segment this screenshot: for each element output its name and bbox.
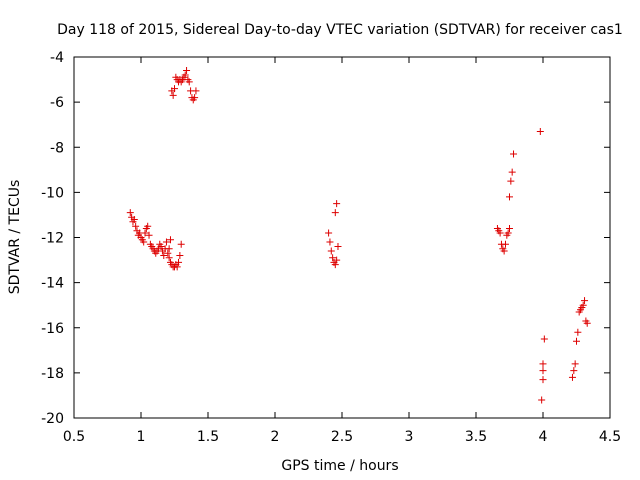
y-tick-label: -18 bbox=[41, 366, 64, 382]
data-point bbox=[130, 215, 138, 223]
data-point bbox=[500, 247, 508, 255]
data-point bbox=[162, 238, 170, 246]
data-point bbox=[574, 328, 582, 336]
y-tick-label: -14 bbox=[41, 276, 64, 292]
x-axis-label: GPS time / hours bbox=[281, 458, 398, 474]
data-point bbox=[581, 297, 589, 305]
data-point bbox=[496, 229, 504, 237]
y-axis-label: SDTVAR / TECUs bbox=[7, 180, 23, 295]
data-point bbox=[333, 200, 341, 208]
data-point bbox=[579, 301, 587, 309]
data-point bbox=[573, 337, 580, 345]
data-point bbox=[331, 261, 339, 269]
data-point bbox=[504, 229, 512, 237]
data-point bbox=[166, 236, 174, 244]
x-tick-label: 3 bbox=[405, 429, 414, 445]
data-point bbox=[192, 87, 200, 95]
data-point bbox=[540, 335, 548, 343]
plot-frame bbox=[73, 56, 611, 419]
y-tick-label: -8 bbox=[50, 140, 64, 156]
data-point bbox=[165, 245, 173, 253]
y-tick-label: -4 bbox=[50, 50, 64, 66]
plot-area: 0.5 1 1.5 2 2.5 3 3.5 4 4.5 -20 -18 -16 -14 -12 -10 -8 -… bbox=[41, 50, 621, 445]
data-point bbox=[510, 150, 518, 158]
data-point bbox=[539, 376, 547, 384]
data-point bbox=[176, 252, 184, 260]
data-point bbox=[325, 229, 333, 237]
y-tick-label: -20 bbox=[41, 411, 64, 427]
x-tick-label: 4.5 bbox=[599, 429, 621, 445]
data-point bbox=[331, 209, 339, 217]
y-tick-label: -16 bbox=[41, 321, 64, 337]
data-point bbox=[160, 252, 168, 260]
data-point bbox=[140, 238, 148, 246]
data-point bbox=[508, 168, 516, 176]
data-point bbox=[570, 367, 578, 375]
y-tick-label: -6 bbox=[50, 95, 64, 111]
x-tick-label: 1 bbox=[137, 429, 146, 445]
x-tick-label: 4 bbox=[539, 429, 548, 445]
data-point bbox=[326, 238, 334, 246]
x-tick-label: 3.5 bbox=[465, 429, 487, 445]
data-point bbox=[169, 91, 177, 99]
data-point bbox=[333, 256, 341, 264]
data-point bbox=[164, 249, 172, 257]
data-point bbox=[141, 229, 149, 237]
data-point bbox=[157, 243, 165, 251]
data-point bbox=[329, 254, 337, 262]
data-point bbox=[165, 254, 173, 262]
data-point bbox=[175, 258, 183, 266]
y-tick-label: -10 bbox=[41, 185, 64, 201]
data-point bbox=[185, 78, 193, 86]
data-point bbox=[132, 222, 140, 230]
data-point bbox=[334, 243, 342, 251]
data-point bbox=[191, 94, 199, 102]
data-point bbox=[506, 224, 513, 232]
x-tick-label: 0.5 bbox=[63, 429, 85, 445]
data-point bbox=[327, 247, 335, 255]
chart-title: Day 118 of 2015, Sidereal Day-to-day VTE… bbox=[57, 22, 623, 38]
data-point bbox=[539, 360, 547, 368]
data-point bbox=[539, 367, 547, 375]
data-point bbox=[126, 209, 134, 217]
data-point bbox=[536, 127, 544, 135]
data-point bbox=[583, 319, 591, 327]
data-point bbox=[568, 373, 576, 381]
data-point bbox=[144, 222, 152, 230]
x-tick-label: 2.5 bbox=[331, 429, 353, 445]
data-point bbox=[506, 193, 513, 201]
x-tick-label: 2 bbox=[271, 429, 280, 445]
data-point bbox=[181, 71, 189, 79]
data-point bbox=[183, 67, 191, 75]
data-point bbox=[507, 177, 515, 185]
data-point bbox=[145, 231, 153, 239]
data-point bbox=[501, 240, 509, 248]
x-tick-label: 1.5 bbox=[197, 429, 219, 445]
data-point bbox=[571, 360, 579, 368]
data-point bbox=[177, 240, 185, 248]
y-tick-label: -12 bbox=[41, 231, 64, 247]
data-point bbox=[538, 396, 546, 404]
data-point bbox=[173, 263, 181, 271]
data-point bbox=[171, 85, 178, 93]
